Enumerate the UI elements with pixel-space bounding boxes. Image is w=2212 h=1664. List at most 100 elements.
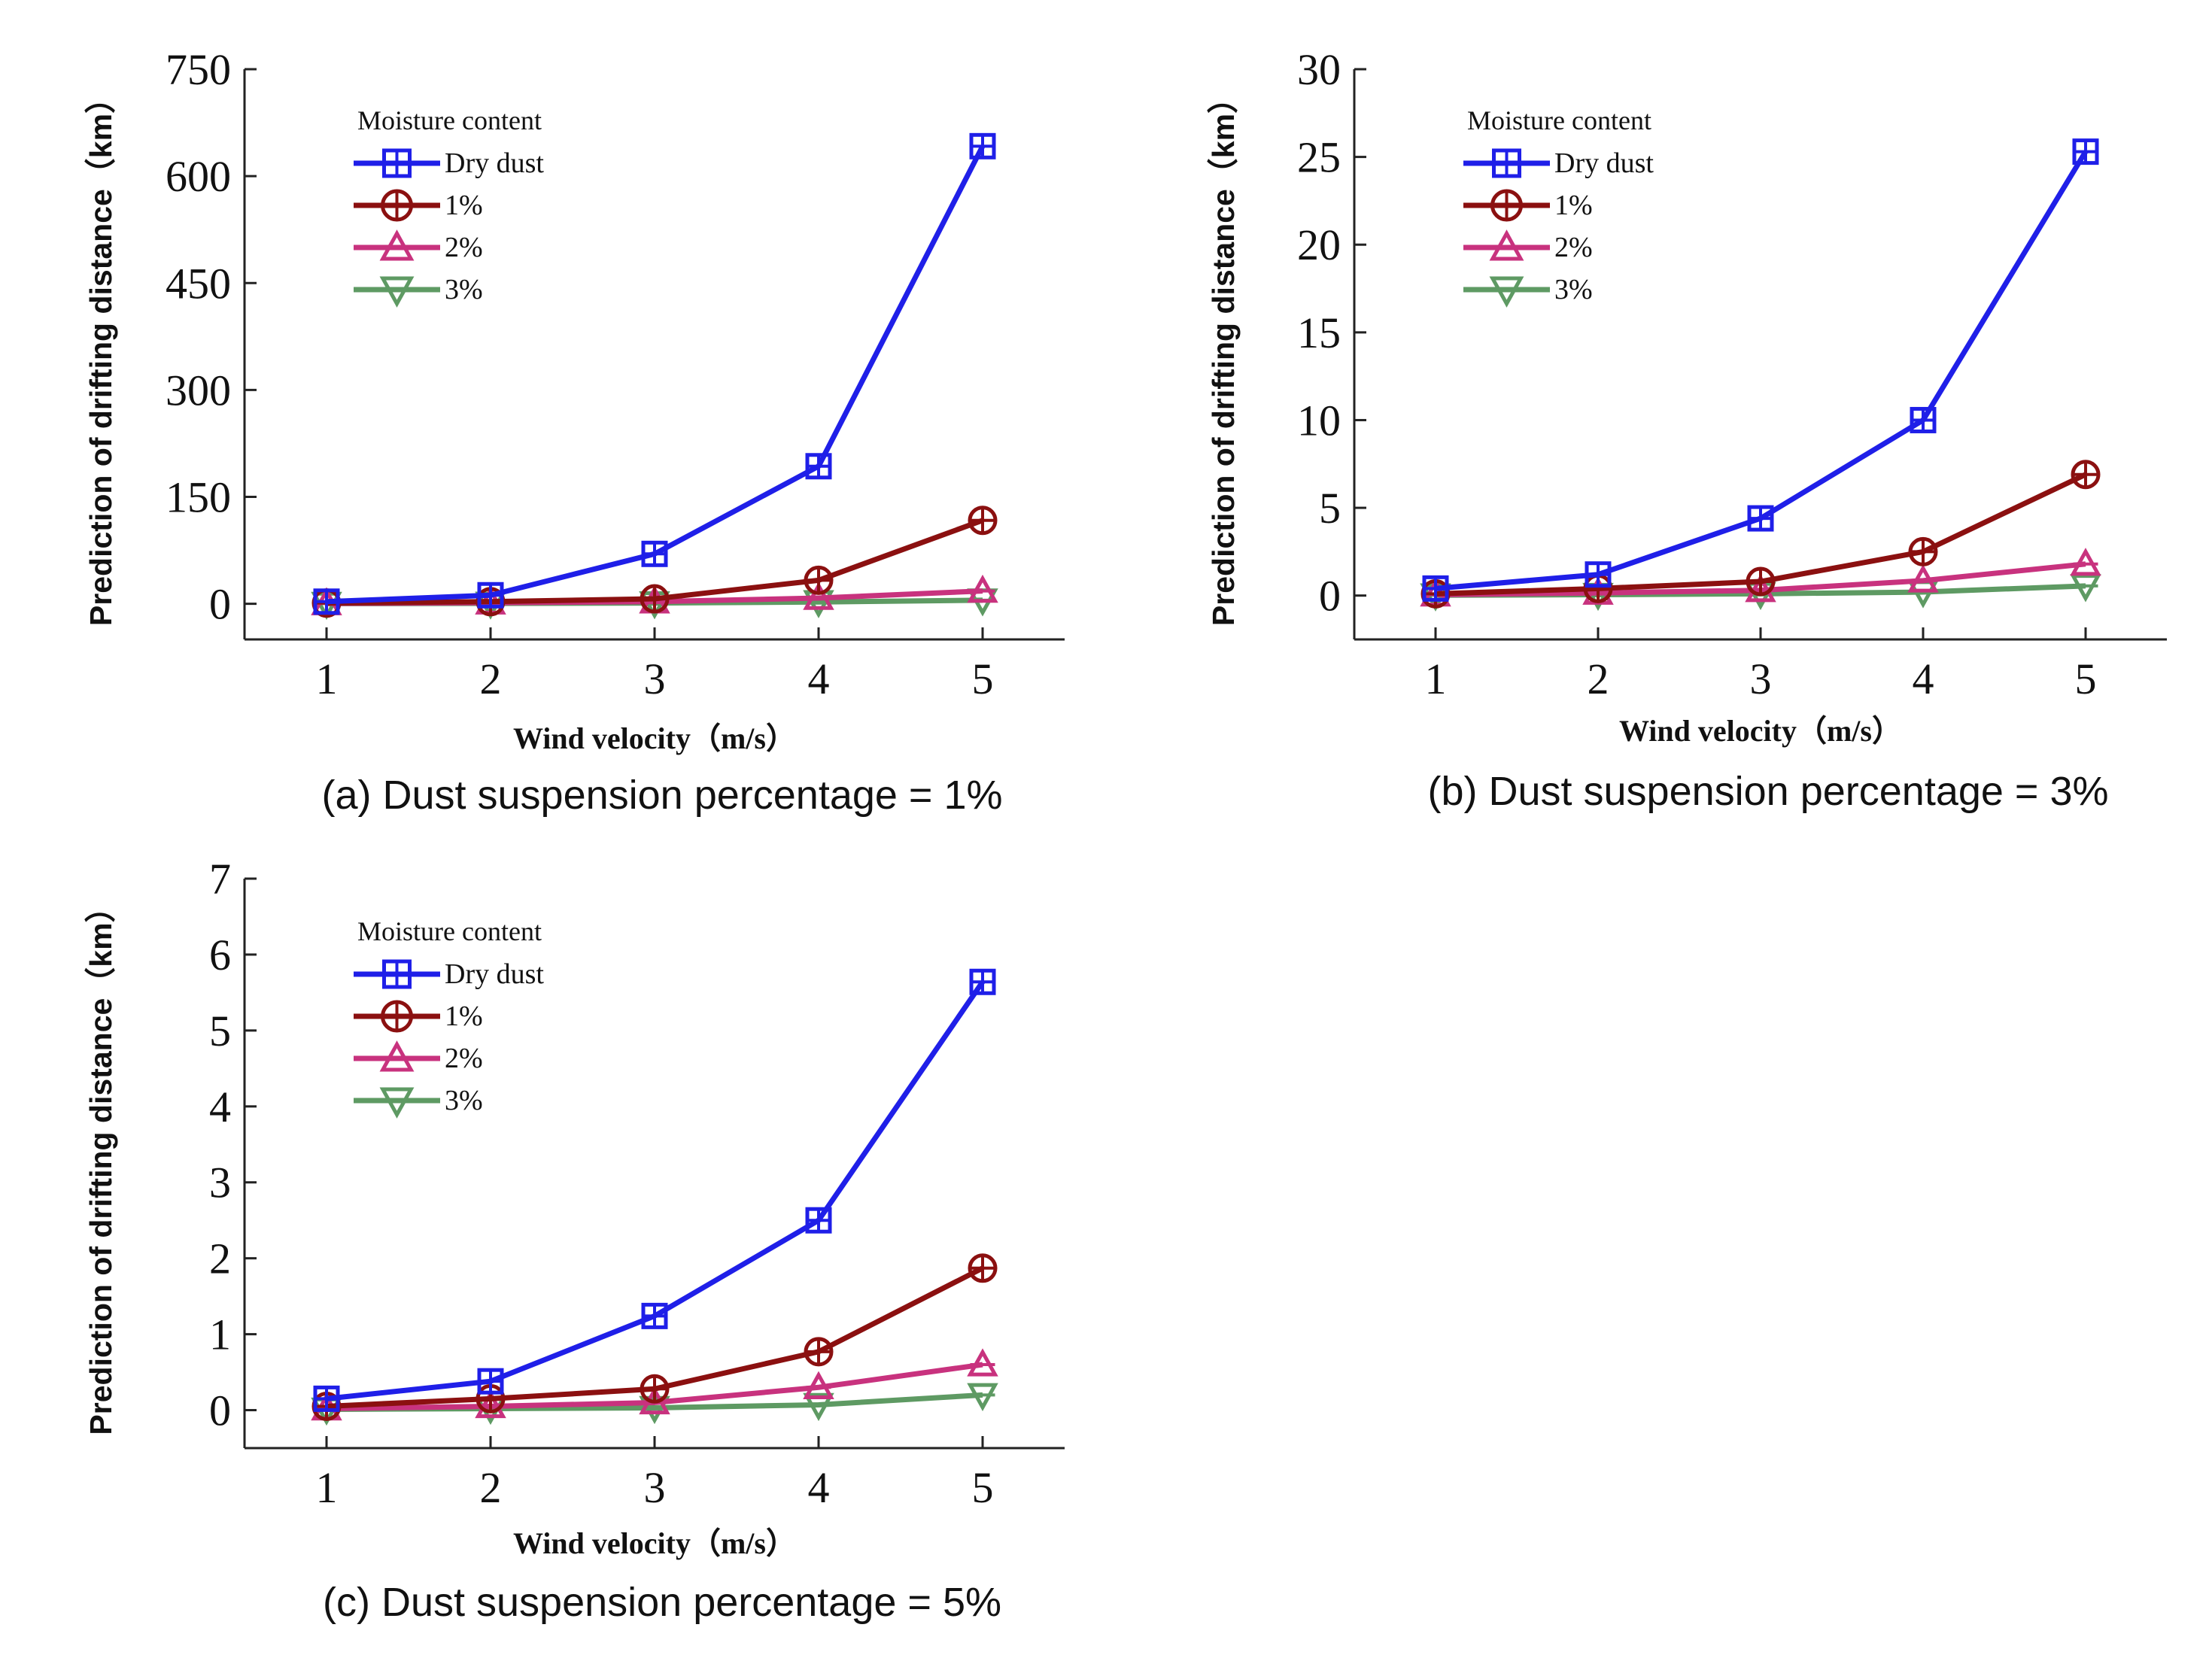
x-tick-label: 3 — [644, 1463, 666, 1512]
x-axis-label: Wind velocity（m/s） — [1619, 714, 1902, 748]
legend-marker — [381, 1000, 413, 1033]
y-tick-label: 2 — [209, 1234, 231, 1283]
legend-marker — [382, 148, 412, 178]
legend-label: 2% — [445, 1043, 483, 1074]
data-point — [313, 1385, 340, 1412]
data-point — [641, 1302, 668, 1329]
y-tick-label: 10 — [1297, 396, 1341, 445]
y-tick-label: 5 — [1319, 484, 1341, 533]
y-tick-label: 6 — [209, 931, 231, 979]
data-point — [803, 1371, 834, 1399]
data-point — [803, 1392, 834, 1422]
legend: Moisture content Dry dust 1% 2% 3% — [1463, 105, 1654, 308]
data-point — [2070, 548, 2101, 576]
data-point — [967, 1348, 998, 1377]
data-point — [968, 506, 998, 536]
y-tick-label: 750 — [166, 45, 231, 94]
legend-marker — [379, 1040, 415, 1072]
legend-marker — [379, 276, 415, 308]
series-line-dry-dust — [326, 144, 986, 605]
y-tick-label: 7 — [209, 855, 231, 903]
panel-caption: (a) Dust suspension percentage = 1% — [321, 773, 1002, 818]
x-tick-label: 4 — [808, 1463, 830, 1512]
x-axis-label: Wind velocity（m/s） — [513, 721, 796, 755]
x-tick-label: 4 — [1913, 654, 1934, 703]
data-point — [1746, 566, 1776, 597]
legend-label: 1% — [445, 190, 483, 221]
data-point — [1908, 536, 1938, 566]
y-tick-label: 0 — [209, 580, 231, 629]
x-tick-label: 2 — [480, 654, 502, 703]
legend-label: 1% — [445, 1001, 483, 1032]
legend: Moisture content Dry dust 1% 2% 3% — [354, 105, 544, 308]
panel-caption: (c) Dust suspension percentage = 5% — [323, 1580, 1001, 1625]
x-tick-label: 4 — [808, 654, 830, 703]
y-tick-label: 0 — [209, 1386, 231, 1435]
y-axis-label: Prediction of drifting distance（km） — [1206, 83, 1241, 626]
data-point — [2072, 138, 2099, 165]
legend-marker — [379, 1087, 415, 1119]
legend-title: Moisture content — [1467, 105, 1651, 135]
y-tick-label: 0 — [1319, 572, 1341, 621]
data-point — [969, 968, 996, 995]
x-tick-label: 5 — [972, 654, 994, 703]
series-line-dry-dust — [326, 980, 985, 1401]
data-point — [477, 581, 504, 609]
panel-caption: (b) Dust suspension percentage = 3% — [1427, 769, 2108, 814]
y-tick-label: 4 — [209, 1083, 231, 1131]
legend-marker — [379, 229, 415, 261]
legend-marker — [1490, 189, 1523, 222]
y-tick-label: 3 — [209, 1158, 231, 1207]
data-point — [969, 132, 996, 159]
data-point — [805, 453, 832, 480]
data-point — [967, 574, 998, 603]
legend-label: 2% — [445, 232, 483, 263]
y-tick-label: 25 — [1297, 133, 1341, 182]
chart-panel-a: 0 150 300 450 600 750 1 2 3 4 5 Wind velocity（m/s） P… — [84, 45, 1065, 818]
data-point — [968, 1253, 998, 1283]
x-tick-label: 1 — [1425, 654, 1447, 703]
data-point — [477, 1368, 504, 1395]
y-tick-label: 450 — [166, 259, 231, 308]
x-tick-label: 3 — [1750, 654, 1772, 703]
data-point — [805, 1207, 832, 1234]
legend-label: 3% — [445, 1085, 483, 1116]
legend-marker — [1489, 229, 1524, 261]
x-axis-label: Wind velocity（m/s） — [513, 1526, 796, 1560]
y-tick-label: 300 — [166, 366, 231, 414]
legend-marker — [381, 189, 413, 222]
data-point — [641, 540, 668, 567]
y-tick-label: 15 — [1297, 308, 1341, 357]
x-tick-label: 1 — [316, 1463, 338, 1512]
data-point — [1422, 575, 1449, 602]
x-tick-label: 2 — [1588, 654, 1609, 703]
y-tick-label: 30 — [1297, 45, 1341, 94]
legend-marker — [1492, 148, 1521, 178]
legend-title: Moisture content — [357, 105, 542, 135]
x-tick-label: 5 — [2075, 654, 2097, 703]
chart-panel-b: 0 5 10 15 20 25 30 1 2 3 4 5 Wind velocity（m/s） Predi… — [1206, 45, 2167, 814]
y-tick-label: 20 — [1297, 220, 1341, 269]
y-tick-label: 600 — [166, 152, 231, 201]
legend-label: Dry dust — [1554, 147, 1654, 179]
y-tick-label: 150 — [166, 473, 231, 522]
legend-label: 3% — [445, 274, 483, 305]
x-tick-label: 1 — [316, 654, 338, 703]
x-tick-label: 5 — [972, 1463, 994, 1512]
y-axis-label: Prediction of drifting distance（km） — [84, 891, 118, 1435]
x-tick-label: 2 — [480, 1463, 502, 1512]
chart-panel-c: 0 1 2 3 4 5 6 7 1 2 3 4 5 Wind velocity（m/s） Predictio… — [84, 855, 1065, 1625]
data-point — [967, 1383, 998, 1411]
data-point — [803, 581, 834, 610]
legend-label: Dry dust — [445, 147, 544, 179]
data-point — [640, 584, 670, 614]
legend-marker — [382, 959, 412, 989]
legend-label: 1% — [1554, 190, 1593, 221]
legend-label: 2% — [1554, 232, 1593, 263]
legend-label: Dry dust — [445, 958, 544, 990]
data-point — [1585, 561, 1612, 588]
data-point — [2071, 460, 2101, 490]
y-axis-label: Prediction of drifting distance（km） — [84, 83, 118, 626]
legend: Moisture content Dry dust 1% 2% 3% — [354, 916, 544, 1119]
